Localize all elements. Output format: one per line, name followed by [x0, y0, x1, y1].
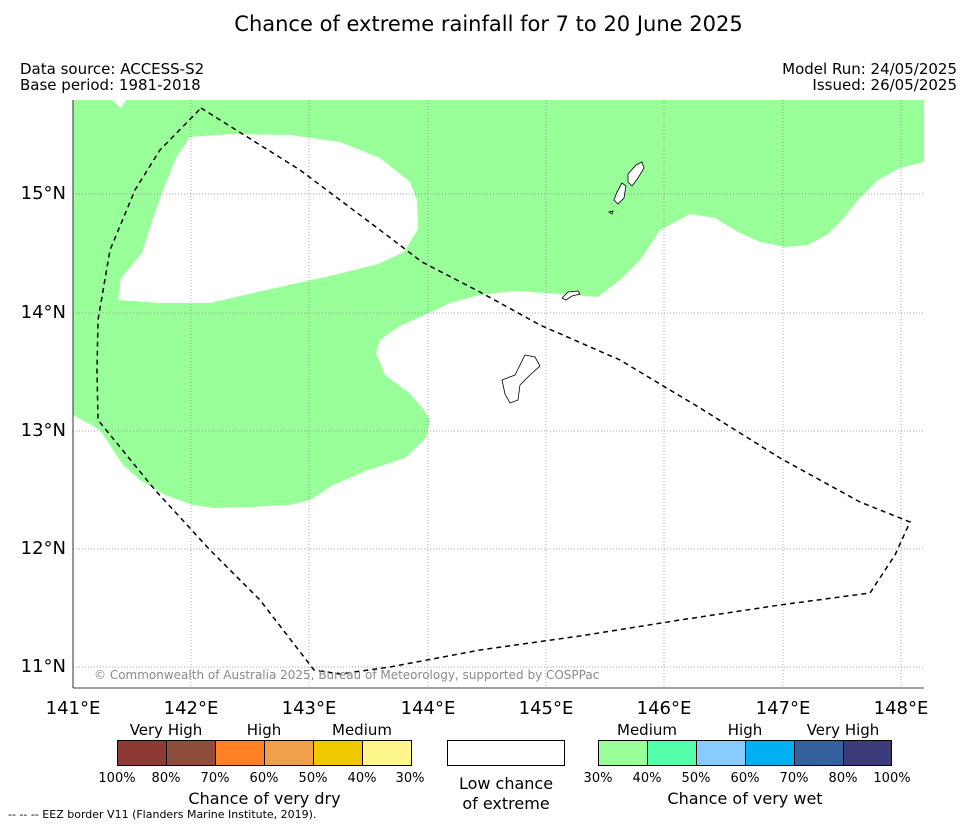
- legend-dry-swatch: [313, 740, 363, 766]
- graticule: [73, 100, 924, 688]
- legend-dry-pct: 70%: [200, 771, 230, 786]
- legend-wet-pct: 100%: [873, 771, 911, 786]
- island-rota: [561, 290, 581, 301]
- legend-wet-swatch: [598, 740, 648, 766]
- legend-wet-pct: 40%: [632, 771, 662, 786]
- model-run: Model Run: 24/05/2025: [782, 60, 957, 78]
- legend-dry-pct: 100%: [98, 771, 136, 786]
- legend-dry-swatch: [117, 740, 167, 766]
- lat-tick-label: 11°N: [20, 656, 66, 677]
- legend-wet-pct: 50%: [681, 771, 711, 786]
- legend-dry-pct: 80%: [151, 771, 181, 786]
- legend-wet-swatch: [843, 740, 892, 766]
- legend-low-label: Low chance of extreme: [440, 774, 572, 814]
- legend-dry-swatch: [362, 740, 412, 766]
- legend-dry-pct: 40%: [347, 771, 377, 786]
- legend-dry-title: Chance of very dry: [188, 789, 341, 808]
- legend-dry-level: Very High: [129, 721, 203, 739]
- base-period: Base period: 1981-2018: [20, 76, 201, 94]
- legend-dry-pct: 50%: [298, 771, 328, 786]
- lon-tick-label: 148°E: [873, 698, 929, 719]
- lat-tick-label: 12°N: [20, 538, 66, 559]
- legend-wet-pct: 60%: [730, 771, 760, 786]
- legend-wet-swatch: [647, 740, 697, 766]
- legend-dry-pct: 60%: [249, 771, 279, 786]
- lon-tick-label: 146°E: [636, 698, 692, 719]
- legend-dry-level: Medium: [332, 721, 392, 739]
- legend-dry-level: High: [246, 721, 282, 739]
- low-chance-hole: [118, 134, 418, 303]
- meta-left: Data source: ACCESS-S2 Base period: 1981…: [20, 61, 204, 93]
- eez-border: [96, 107, 912, 675]
- legend-dry-pct: 30%: [395, 771, 425, 786]
- legend-wet-pct: 30%: [583, 771, 613, 786]
- legend-wet-pct: 70%: [779, 771, 809, 786]
- legend-wet-level: Very High: [806, 721, 880, 739]
- legend-low-swatch: [447, 740, 565, 766]
- legend-wet-level: Medium: [617, 721, 677, 739]
- lat-tick-label: 13°N: [20, 420, 66, 441]
- legend-dry-swatch: [215, 740, 265, 766]
- legend-low-line1: Low chance: [458, 774, 554, 793]
- lon-tick-label: 144°E: [400, 698, 456, 719]
- legend-dry-swatch: [166, 740, 216, 766]
- legend-wet-swatch: [745, 740, 795, 766]
- island-saipan: [627, 161, 645, 187]
- lon-tick-label: 142°E: [163, 698, 219, 719]
- island-tinian: [613, 182, 627, 205]
- islands: [501, 161, 645, 404]
- lat-tick-label: 14°N: [20, 302, 66, 323]
- lat-tick-label: 15°N: [20, 183, 66, 204]
- legend-wet-title: Chance of very wet: [667, 789, 823, 808]
- island-aguijan: [608, 210, 614, 215]
- map-title: Chance of extreme rainfall for 7 to 20 J…: [234, 12, 743, 36]
- copyright-notice: © Commonwealth of Australia 2025, Bureau…: [94, 668, 600, 682]
- lon-tick-label: 141°E: [45, 698, 101, 719]
- legend-wet-level: High: [727, 721, 763, 739]
- island-guam: [501, 354, 541, 404]
- lon-tick-label: 143°E: [281, 698, 337, 719]
- issued-date: Issued: 26/05/2025: [812, 76, 957, 94]
- legend-dry-swatch: [264, 740, 314, 766]
- legend-wet-swatch: [696, 740, 746, 766]
- lon-tick-label: 147°E: [755, 698, 811, 719]
- legend-low-line2: of extreme: [462, 794, 550, 813]
- lon-tick-label: 145°E: [518, 698, 574, 719]
- eez-note: -- -- -- EEZ border V11 (Flanders Marine…: [8, 808, 317, 821]
- legend-wet-swatch: [794, 740, 844, 766]
- meta-right: Model Run: 24/05/2025 Issued: 26/05/2025: [782, 61, 957, 93]
- legend-wet-pct: 80%: [828, 771, 858, 786]
- data-source: Data source: ACCESS-S2: [20, 60, 205, 78]
